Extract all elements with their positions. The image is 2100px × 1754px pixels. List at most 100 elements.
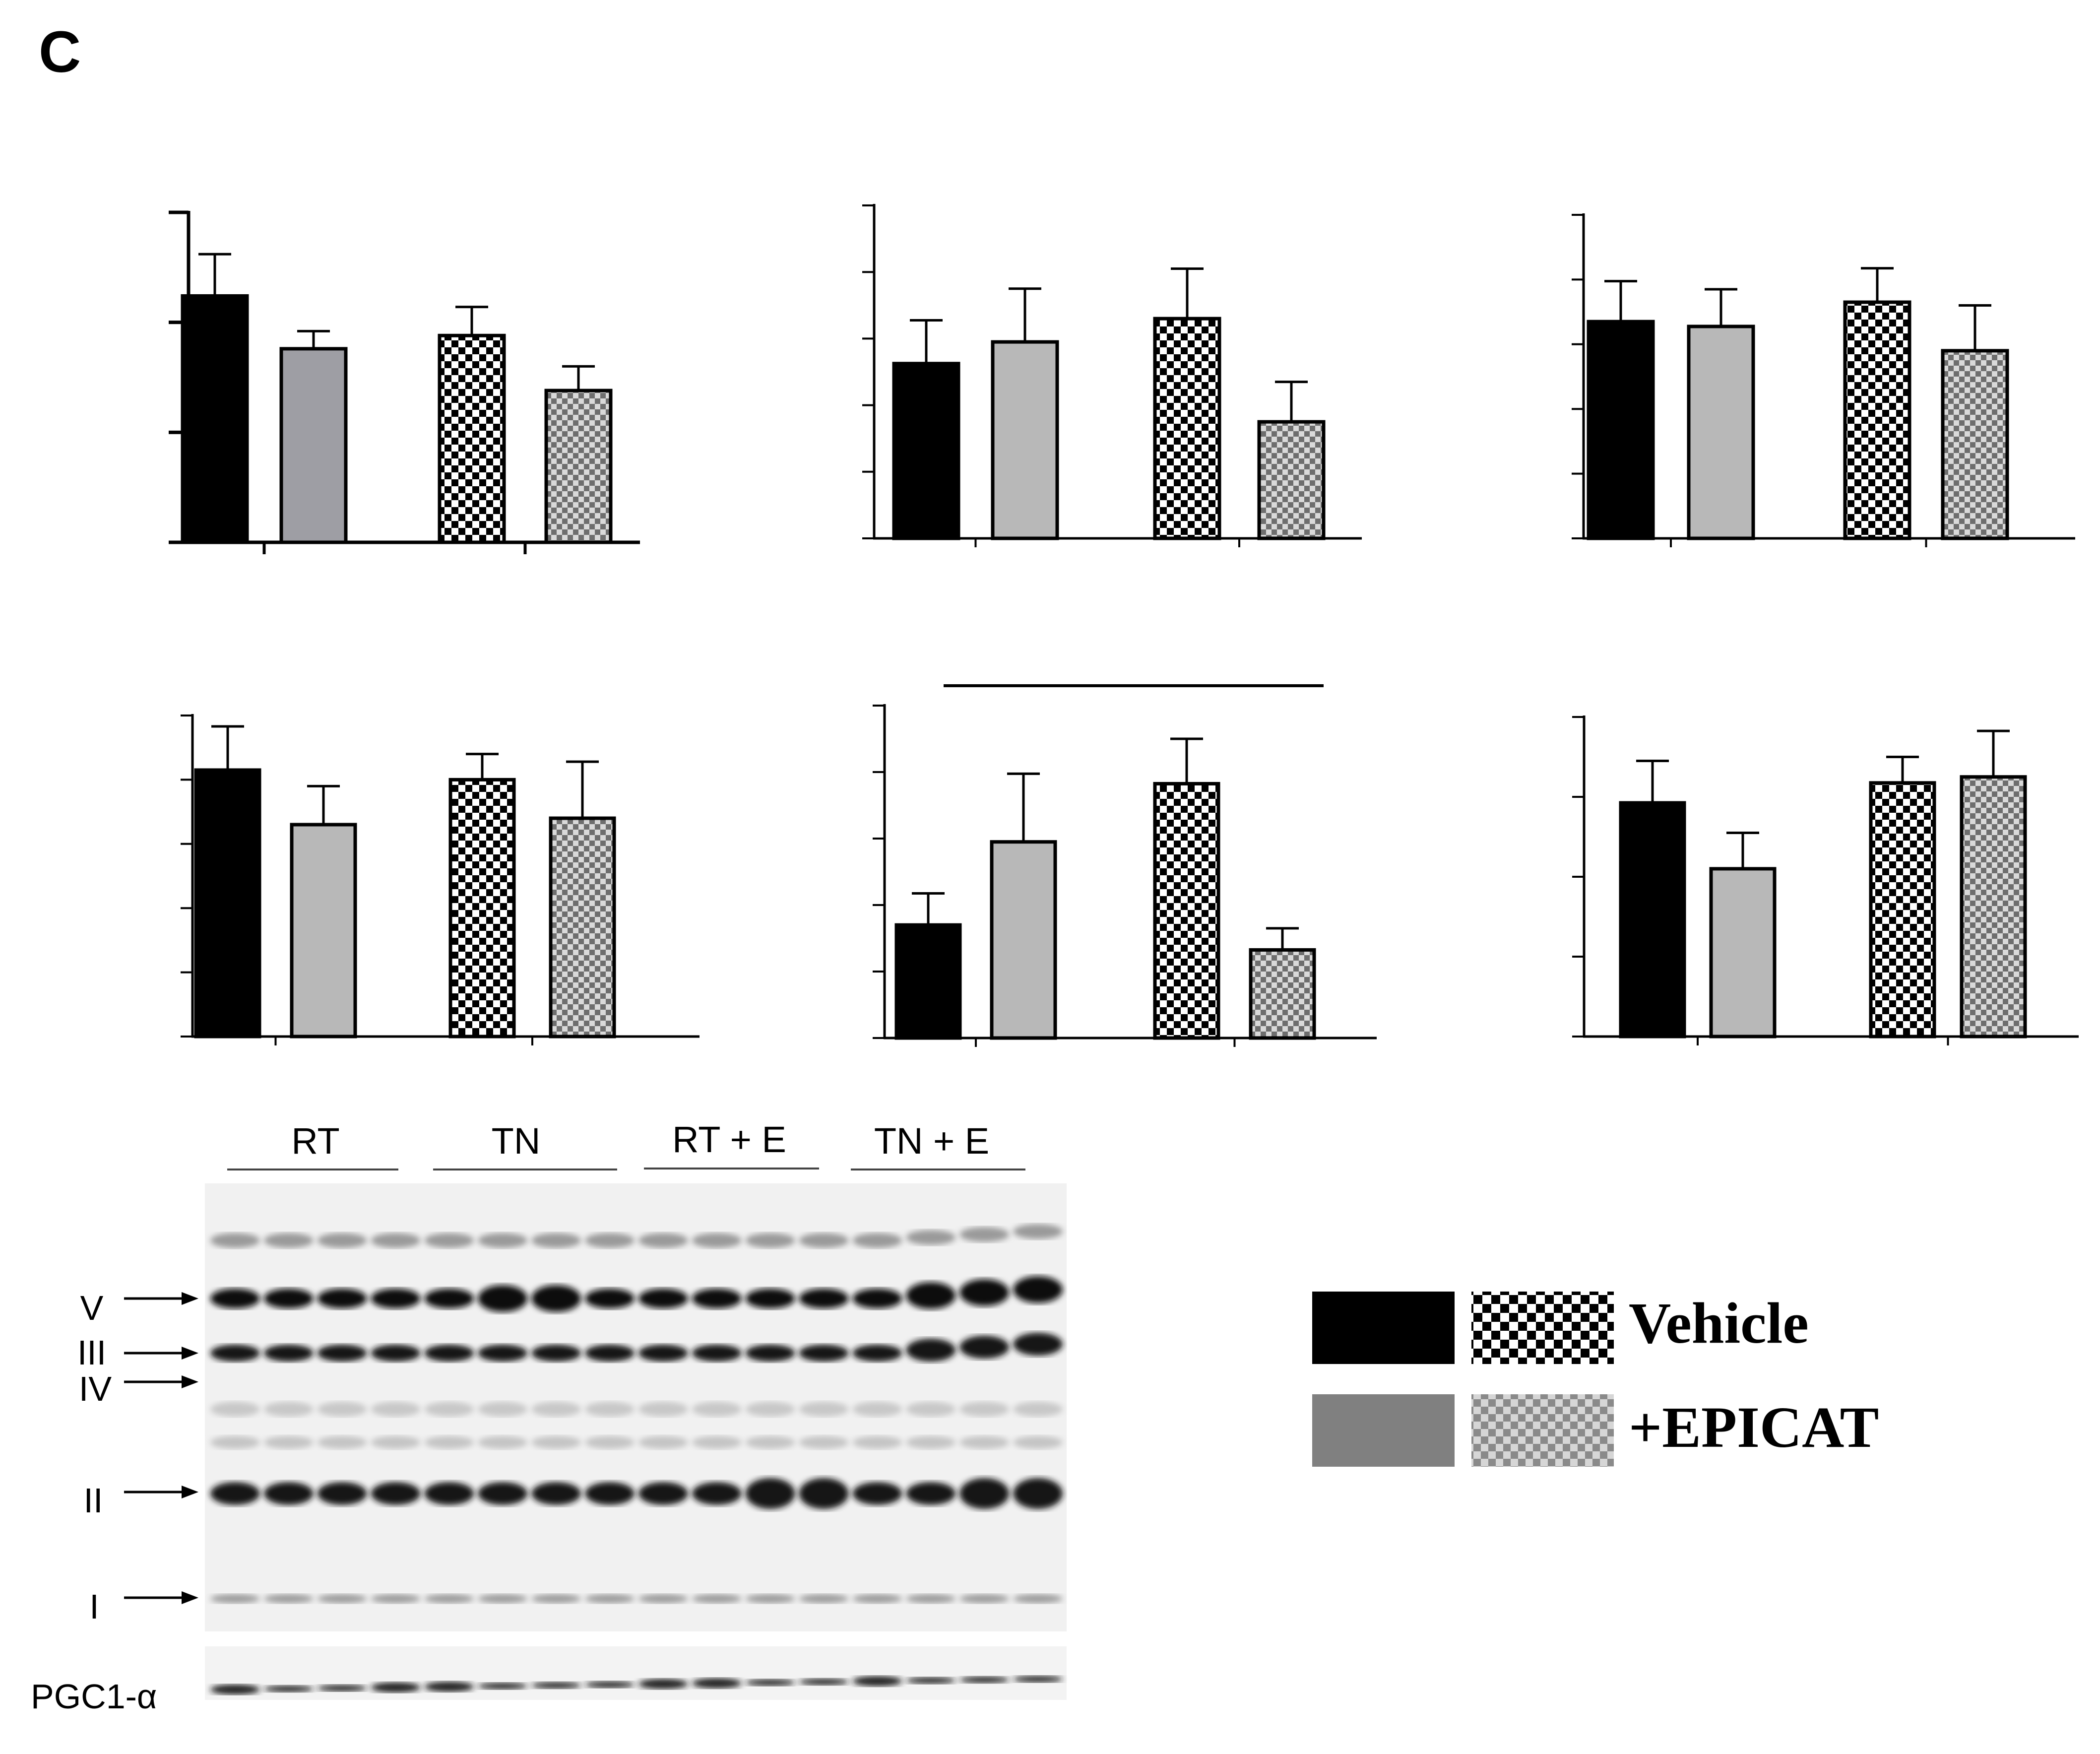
blot-group-labels: RT TN RT + E TN + E <box>227 1119 1025 1170</box>
bar-tn-vehicle <box>1869 781 1936 1039</box>
blot-group-label-tn-e: TN + E <box>874 1120 989 1162</box>
blot-band <box>210 1289 260 1308</box>
blot-band <box>424 1289 474 1308</box>
bar-tn-vehicle <box>1843 300 1911 540</box>
chart-1 <box>169 210 640 554</box>
legend-swatch-vehicle-pattern <box>1471 1292 1614 1364</box>
blot-band <box>906 1230 956 1245</box>
blot-band <box>959 1279 1010 1306</box>
blot-band <box>745 1402 795 1417</box>
blot-band <box>585 1594 635 1603</box>
blot-band <box>478 1436 528 1449</box>
chart-3 <box>1572 213 2075 547</box>
blot-band <box>531 1345 581 1362</box>
band-label-v: V <box>80 1289 104 1327</box>
blot-band-pgc1a <box>1013 1676 1063 1683</box>
bar-rt-vehicle <box>181 294 249 544</box>
blot-band <box>906 1282 956 1309</box>
legend-label-vehicle: Vehicle <box>1629 1291 1809 1356</box>
blot-band <box>852 1594 902 1603</box>
blot-band <box>317 1289 367 1308</box>
chart-6 <box>1572 715 2079 1045</box>
blot-band <box>424 1233 474 1248</box>
legend: Vehicle +EPICAT <box>1312 1291 1879 1467</box>
bar-rt-vehicle <box>1619 801 1686 1039</box>
blot-band <box>585 1402 635 1417</box>
bar-rt-vehicle <box>1587 320 1655 540</box>
blot-group-label-rt-e: RT + E <box>672 1119 786 1160</box>
blot-band <box>210 1402 260 1417</box>
blot-band <box>692 1345 742 1362</box>
blot-band-pgc1a <box>371 1682 421 1692</box>
blot-band-labels: V III IV II I <box>31 1289 198 1716</box>
band-label-ii: II <box>84 1481 103 1520</box>
western-blot: RT TN RT + E TN + E V III IV <box>31 1119 1067 1716</box>
panel-letter: C <box>39 19 81 85</box>
chart-4 <box>181 714 700 1045</box>
blot-band <box>1013 1224 1063 1239</box>
blot-band <box>692 1482 742 1505</box>
bar-tn-vehicle <box>448 778 516 1039</box>
blot-band <box>317 1233 367 1248</box>
blot-band <box>531 1482 581 1505</box>
band-label-iii: III <box>77 1333 106 1372</box>
blot-band-pgc1a <box>531 1682 581 1689</box>
blot-band <box>959 1402 1010 1417</box>
blot-band <box>424 1402 474 1417</box>
blot-band <box>478 1285 528 1312</box>
blot-band <box>906 1594 956 1603</box>
blot-band <box>852 1482 902 1505</box>
blot-band <box>478 1594 528 1603</box>
blot-band <box>852 1233 902 1248</box>
band-label-i: I <box>89 1587 99 1626</box>
bar-tn-epicat <box>1257 420 1326 540</box>
blot-band <box>852 1345 902 1362</box>
bar-tn-vehicle <box>1153 781 1220 1040</box>
blot-band <box>210 1345 260 1362</box>
blot-band <box>745 1233 795 1248</box>
bar-rt-vehicle <box>892 362 960 540</box>
blot-band <box>959 1227 1010 1242</box>
arrow-icon <box>124 1347 198 1360</box>
blot-band <box>692 1436 742 1449</box>
arrow-icon <box>124 1375 198 1388</box>
chart-5 <box>873 684 1377 1047</box>
blot-band <box>692 1233 742 1248</box>
blot-band <box>638 1233 688 1248</box>
blot-band <box>478 1345 528 1362</box>
blot-band-pgc1a <box>852 1676 902 1687</box>
bar-rt-epicat <box>1687 325 1755 540</box>
blot-band <box>263 1289 314 1308</box>
blot-band <box>317 1594 367 1603</box>
blot-band <box>799 1402 849 1417</box>
bar-tn-epicat <box>1249 948 1316 1040</box>
blot-band <box>799 1233 849 1248</box>
blot-band-pgc1a <box>210 1685 260 1694</box>
blot-band-pgc1a <box>906 1677 956 1684</box>
blot-band <box>906 1402 956 1417</box>
blot-band <box>852 1289 902 1308</box>
blot-band <box>317 1402 367 1417</box>
blot-band <box>263 1233 314 1248</box>
blot-band <box>638 1289 688 1308</box>
blot-band <box>1013 1402 1063 1417</box>
blot-band <box>1013 1436 1063 1449</box>
bar-rt-epicat <box>1709 867 1777 1039</box>
blot-band <box>959 1478 1010 1509</box>
blot-band <box>1013 1478 1063 1509</box>
bar-rt-vehicle <box>194 768 261 1039</box>
blot-band <box>745 1436 795 1449</box>
bar-tn-epicat <box>544 389 613 544</box>
legend-swatch-epicat-pattern <box>1471 1394 1614 1467</box>
blot-band <box>371 1482 421 1505</box>
arrow-icon <box>124 1292 198 1305</box>
blot-band <box>692 1402 742 1417</box>
blot-band <box>317 1482 367 1505</box>
band-label-iv: IV <box>79 1369 112 1408</box>
blot-band <box>531 1285 581 1312</box>
bar-rt-epicat <box>290 823 357 1039</box>
blot-band <box>852 1402 902 1417</box>
blot-band <box>424 1436 474 1449</box>
legend-swatch-vehicle-solid <box>1312 1292 1455 1364</box>
blot-band <box>585 1436 635 1449</box>
